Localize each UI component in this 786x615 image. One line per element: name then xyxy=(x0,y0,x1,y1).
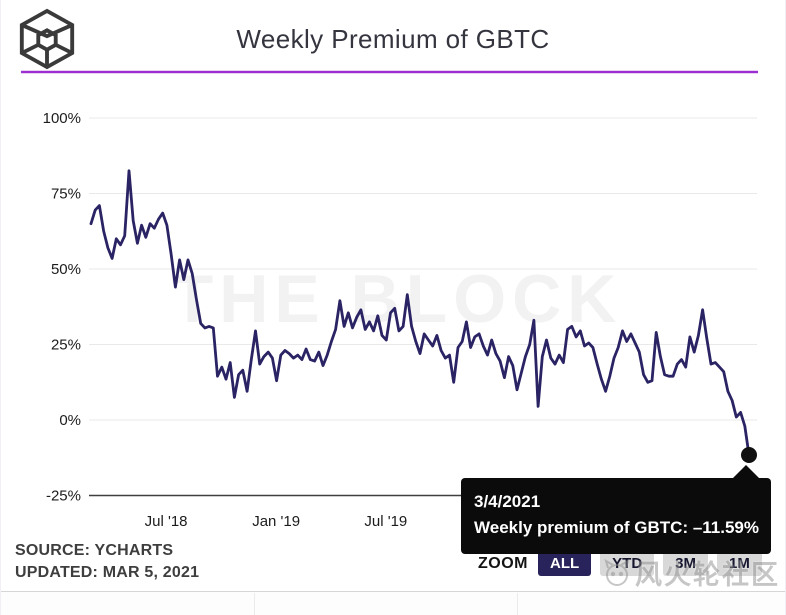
x-axis-labels: Jul '18 Jan '19 Jul '19 xyxy=(145,513,408,530)
zoom-label: ZOOM xyxy=(478,554,528,572)
y-axis-label: 25% xyxy=(51,337,81,354)
column-divider xyxy=(254,593,255,615)
the-block-logo xyxy=(19,8,75,70)
y-axis-label: 0% xyxy=(59,412,81,429)
zoom-button-ytd[interactable]: YTD xyxy=(600,551,655,576)
y-axis-labels: 100% 75% 50% 25% 0% -25% xyxy=(43,110,81,505)
y-axis-label: 50% xyxy=(51,261,81,278)
tooltip-date: 3/4/2021 xyxy=(474,492,541,511)
column-divider xyxy=(517,593,518,615)
mascot-icon xyxy=(604,558,630,586)
zoom-controls: ZOOM ALL YTD 3M 1M xyxy=(478,551,762,576)
community-watermark: 风火轮社区 xyxy=(602,553,780,592)
y-axis-label: 100% xyxy=(43,110,81,127)
tooltip: 3/4/2021 Weekly premium of GBTC: –11.59% xyxy=(461,465,772,554)
updated-text: UPDATED: MAR 5, 2021 xyxy=(15,564,200,581)
x-axis-label: Jul '18 xyxy=(145,513,188,530)
zoom-button-3m[interactable]: 3M xyxy=(663,551,709,576)
source-text: SOURCE: YCHARTS xyxy=(15,542,174,559)
x-axis-label: Jul '19 xyxy=(364,513,407,530)
next-section-edge xyxy=(1,591,785,615)
accent-rule xyxy=(21,71,758,73)
series-line xyxy=(89,169,751,457)
community-watermark-text: 风火轮社区 xyxy=(635,560,780,590)
chart-watermark: THE BLOCK xyxy=(172,261,623,337)
source-block: SOURCE: YCHARTS UPDATED: MAR 5, 2021 xyxy=(15,540,199,584)
zoom-button-1m[interactable]: 1M xyxy=(717,551,762,576)
zoom-button-all[interactable]: ALL xyxy=(538,551,592,576)
x-axis-label: Jan '19 xyxy=(252,513,300,530)
y-axis-label: 75% xyxy=(51,186,81,203)
last-point-marker[interactable] xyxy=(741,447,757,463)
y-axis-label: -25% xyxy=(46,488,81,505)
page-title: Weekly Premium of GBTC xyxy=(236,24,550,54)
tooltip-value: Weekly premium of GBTC: –11.59% xyxy=(474,518,760,537)
